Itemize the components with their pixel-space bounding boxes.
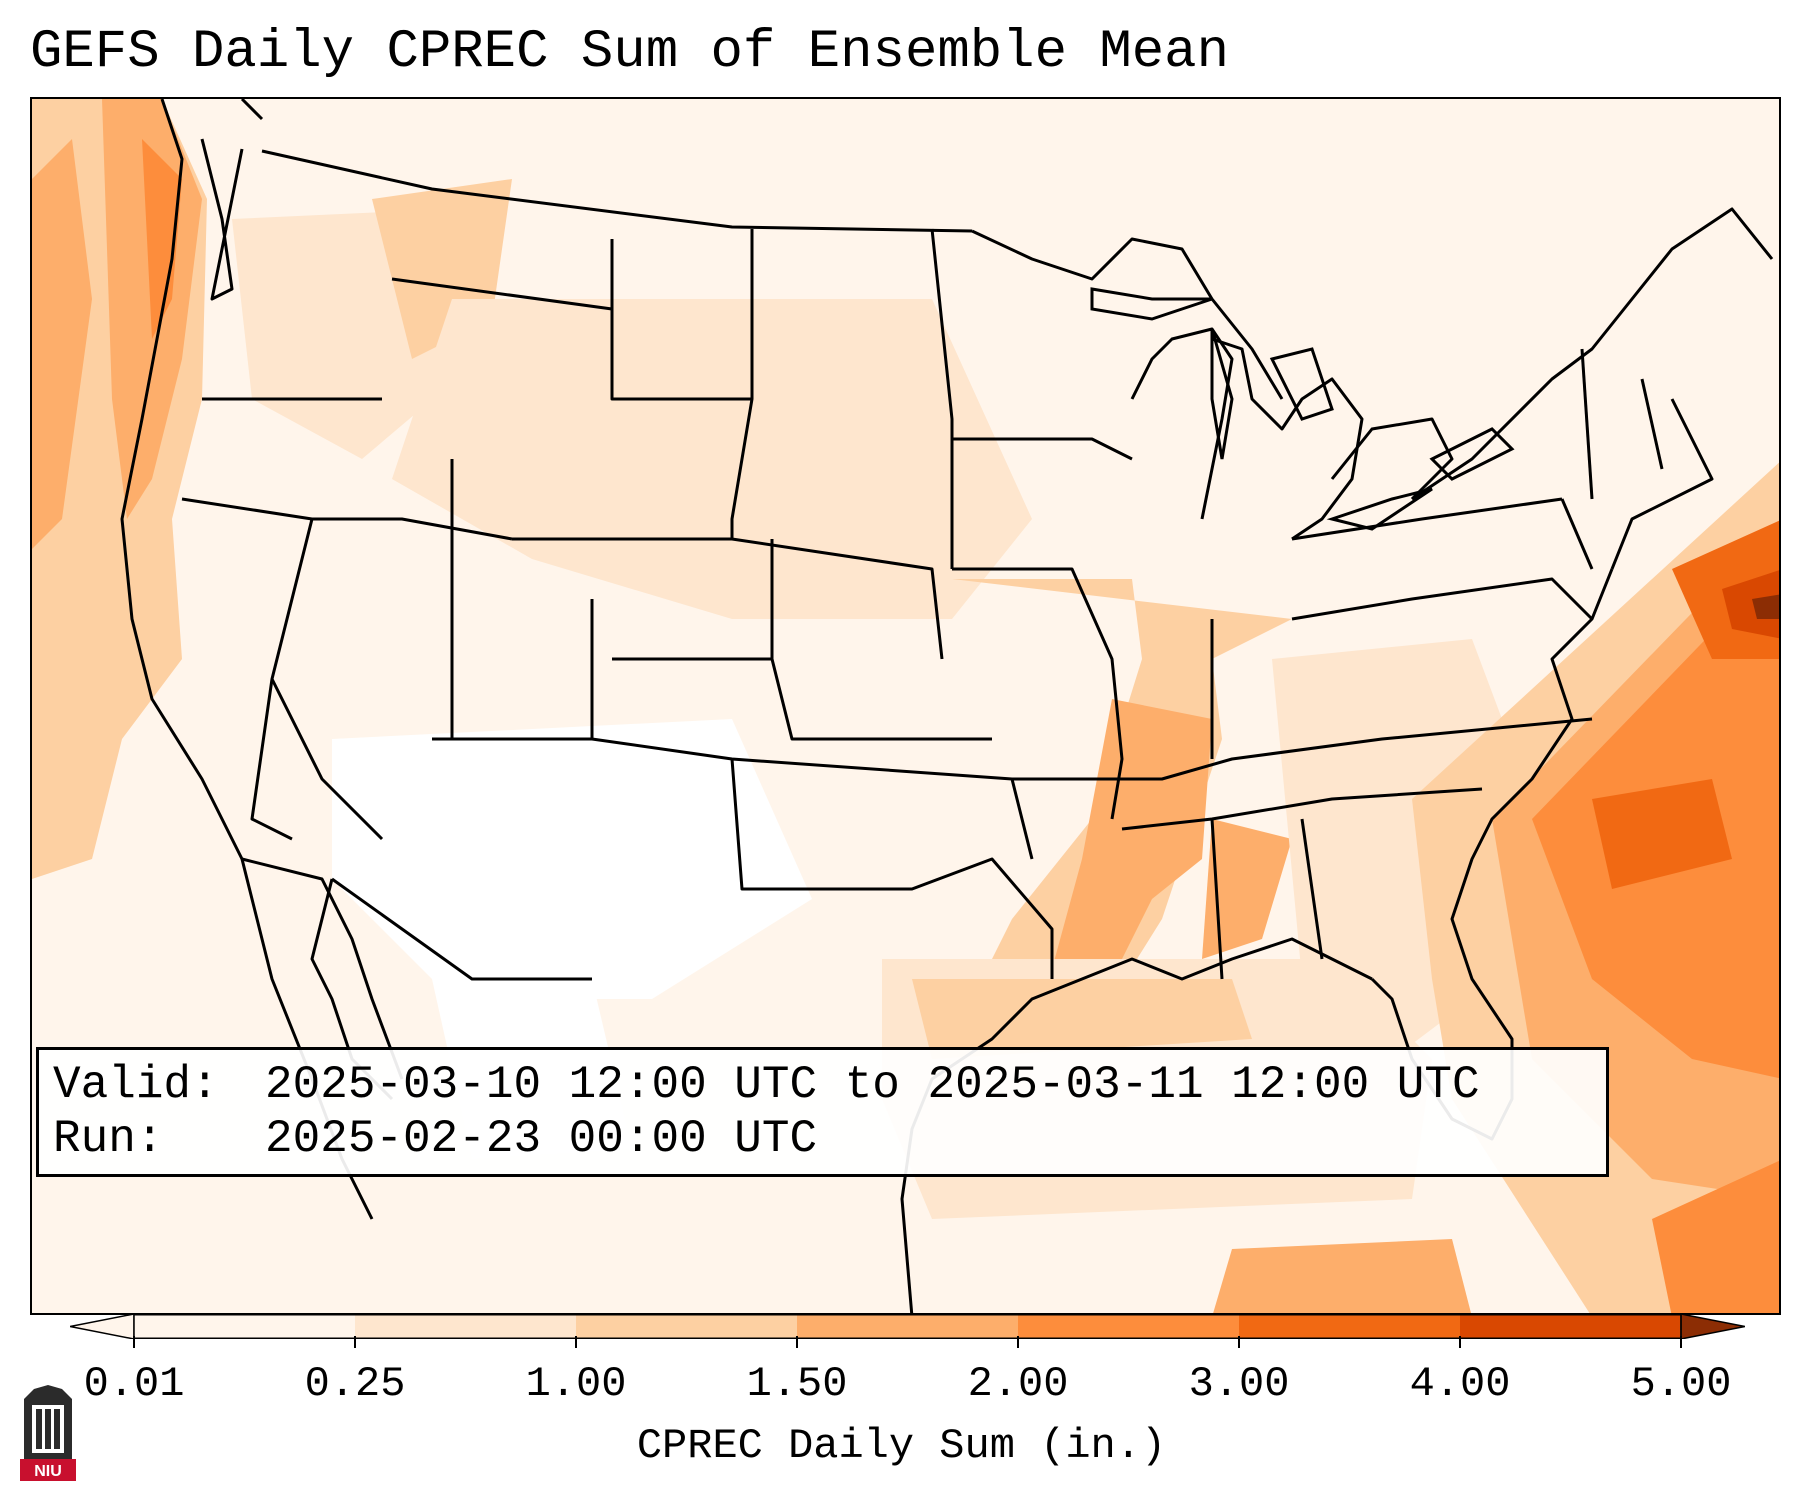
colorbar-svg [69, 1313, 1746, 1340]
valid-label: Valid: [53, 1059, 219, 1111]
colorbar-tick-mark [1017, 1336, 1019, 1348]
colorbar-tick-label: 4.00 [1409, 1360, 1511, 1408]
colorbar-segment [576, 1314, 798, 1339]
colorbar-tick-mark [1238, 1336, 1240, 1348]
colorbar-tick-mark [575, 1336, 577, 1348]
valid-row: Valid: 2025-03-10 12:00 UTC to 2025-03-1… [53, 1058, 1592, 1112]
colorbar-label: CPREC Daily Sum (in.) [636, 1422, 1167, 1470]
map-title: GEFS Daily CPREC Sum of Ensemble Mean [30, 22, 1229, 83]
colorbar-tick-label: 5.00 [1630, 1360, 1732, 1408]
colorbar-tick-label: 1.00 [525, 1360, 627, 1408]
run-value: 2025-02-23 00:00 UTC [265, 1113, 818, 1165]
colorbar-tick-label: 2.00 [967, 1360, 1069, 1408]
svg-text:NIU: NIU [34, 1463, 62, 1480]
colorbar-tick-mark [1680, 1336, 1682, 1348]
colorbar-border [133, 1314, 1682, 1339]
colorbar [69, 1313, 1746, 1340]
colorbar-tick-label: 1.50 [746, 1360, 848, 1408]
colorbar-ticks: 0.01 0.25 1.00 1.50 2.00 3.00 4.00 5.00 [0, 1336, 1803, 1408]
colorbar-tick-label: 0.01 [83, 1360, 185, 1408]
colorbar-segment [1460, 1314, 1682, 1339]
colorbar-tick-label: 3.00 [1188, 1360, 1290, 1408]
colorbar-tick-mark [354, 1336, 356, 1348]
colorbar-segment [1239, 1314, 1461, 1339]
colorbar-segment [355, 1314, 577, 1339]
valid-run-info-box: Valid: 2025-03-10 12:00 UTC to 2025-03-1… [36, 1047, 1609, 1177]
colorbar-tick-mark [796, 1336, 798, 1348]
colorbar-segment [134, 1314, 356, 1339]
valid-value: 2025-03-10 12:00 UTC to 2025-03-11 12:00… [265, 1059, 1480, 1111]
colorbar-tick-label: 0.25 [304, 1360, 406, 1408]
niu-logo: NIU [20, 1385, 76, 1481]
great-lakes [1090, 287, 1515, 531]
colorbar-segment [1018, 1314, 1240, 1339]
colorbar-tick-mark [133, 1336, 135, 1348]
colorbar-segment [797, 1314, 1019, 1339]
colorbar-tick-mark [1459, 1336, 1461, 1348]
run-row: Run: 2025-02-23 00:00 UTC [53, 1112, 1592, 1166]
run-label: Run: [53, 1113, 164, 1165]
